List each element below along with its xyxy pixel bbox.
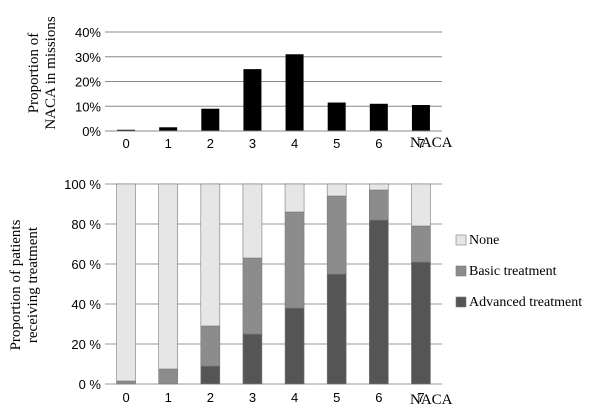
bottom-bar-segment-basic-treatment-naca-6 xyxy=(369,189,389,221)
bottom-stacked-bars xyxy=(116,183,431,385)
treatment-chart: 0 % 20 % 40 % 60 % 80 % 100 % 0 1 2 3 4 5 6 7 NACA P… xyxy=(8,177,582,408)
top-bar-naca-7 xyxy=(411,105,430,131)
bottom-bar-segment-none-naca-5 xyxy=(326,183,347,197)
bottom-gridlines xyxy=(105,183,442,385)
legend-swatch xyxy=(455,296,467,308)
naca-missions-chart: 0% 10% 20% 30% 40% 0 1 2 3 4 5 6 7 NACA Proportion … xyxy=(26,16,453,151)
bottom-x-tick-label: 5 xyxy=(333,390,340,405)
top-x-tick-label: 3 xyxy=(249,136,256,151)
top-y-tick-label: 0% xyxy=(82,124,101,139)
top-bars xyxy=(117,54,430,131)
bottom-bar-segment-advanced-treatment-naca-3 xyxy=(242,333,263,385)
top-x-tick-label: 6 xyxy=(375,136,382,151)
bottom-x-tick-label: 2 xyxy=(207,390,214,405)
top-y-tick-label: 30% xyxy=(75,50,101,65)
bottom-x-tick-label: 3 xyxy=(249,390,256,405)
top-x-tick-label: 2 xyxy=(207,136,214,151)
bottom-y-tick-label: 80 % xyxy=(71,217,101,232)
top-x-tick-label: 5 xyxy=(333,136,340,151)
top-bar-naca-6 xyxy=(369,103,388,131)
bottom-y-tick-label: 40 % xyxy=(71,297,101,312)
top-x-axis-label: NACA xyxy=(410,135,453,151)
top-bar-naca-3 xyxy=(243,69,262,131)
bottom-y-axis-label-line-1: Proportion of patients xyxy=(8,219,24,350)
top-bar-naca-4 xyxy=(285,54,304,131)
bottom-bar-segment-none-naca-4 xyxy=(284,183,305,213)
bottom-bar-segment-advanced-treatment-naca-6 xyxy=(369,219,389,385)
bottom-bar-segment-none-naca-7 xyxy=(411,183,431,227)
bottom-bar-segment-none-naca-6 xyxy=(369,183,389,191)
bottom-y-tick-label: 20 % xyxy=(71,337,101,352)
bottom-bar-segment-advanced-treatment-naca-4 xyxy=(284,307,305,385)
top-x-tick-label: 7 xyxy=(417,136,424,151)
top-bar-naca-1 xyxy=(159,127,178,131)
bottom-x-tick-label: 7 xyxy=(417,390,424,405)
bottom-y-tick-label: 0 % xyxy=(79,377,102,392)
bottom-x-tick-label: 1 xyxy=(165,390,172,405)
top-x-tick-labels: 0 1 2 3 4 5 6 7 xyxy=(122,136,424,151)
top-bar-naca-2 xyxy=(201,108,220,131)
bottom-x-tick-label: 4 xyxy=(291,390,298,405)
bottom-y-tick-label: 60 % xyxy=(71,257,101,272)
legend: None Basic treatment Advanced treatment xyxy=(455,233,582,310)
legend-label: Basic treatment xyxy=(469,264,557,279)
bottom-bar-segment-advanced-treatment-naca-2 xyxy=(200,365,221,385)
top-y-tick-label: 20% xyxy=(75,75,101,90)
top-y-axis-label-line-1: Proportion of xyxy=(26,33,42,113)
bottom-bar-segment-basic-treatment-naca-2 xyxy=(200,325,221,367)
bottom-x-tick-label: 6 xyxy=(375,390,382,405)
bottom-x-axis-label: NACA xyxy=(410,392,453,408)
bottom-bar-segment-none-naca-1 xyxy=(158,183,178,370)
bottom-bar-segment-basic-treatment-naca-7 xyxy=(411,225,431,263)
bottom-bar-segment-advanced-treatment-naca-7 xyxy=(411,261,431,385)
bottom-bar-segment-basic-treatment-naca-4 xyxy=(284,211,305,309)
top-bar-naca-0 xyxy=(117,129,136,131)
legend-label: Advanced treatment xyxy=(469,295,582,310)
bottom-y-tick-labels: 0 % 20 % 40 % 60 % 80 % 100 % xyxy=(64,177,101,392)
bottom-bar-segment-none-naca-3 xyxy=(242,183,263,259)
bottom-bar-segment-none-naca-2 xyxy=(200,183,221,327)
bottom-x-tick-labels: 0 1 2 3 4 5 6 7 xyxy=(122,390,424,405)
top-x-tick-label: 1 xyxy=(165,136,172,151)
top-bar-naca-5 xyxy=(327,102,346,131)
bottom-y-tick-label: 100 % xyxy=(64,177,101,192)
bottom-y-axis-label-line-2: receiving treatment xyxy=(25,226,41,343)
top-y-tick-labels: 0% 10% 20% 30% 40% xyxy=(75,25,101,139)
top-gridlines xyxy=(105,31,442,107)
bottom-bar-segment-basic-treatment-naca-0 xyxy=(116,380,136,385)
top-x-tick-label: 4 xyxy=(291,136,298,151)
bottom-bar-segment-basic-treatment-naca-5 xyxy=(326,195,347,275)
legend-label: None xyxy=(469,233,499,248)
bottom-bar-segment-advanced-treatment-naca-5 xyxy=(326,273,347,385)
bottom-x-tick-label: 0 xyxy=(122,390,129,405)
bottom-bar-segment-basic-treatment-naca-3 xyxy=(242,257,263,335)
bottom-bar-segment-basic-treatment-naca-1 xyxy=(158,368,178,385)
bottom-bar-segment-none-naca-0 xyxy=(116,183,136,382)
top-y-axis-label-line-2: NACA in missions xyxy=(43,16,59,130)
top-y-tick-label: 40% xyxy=(75,25,101,40)
top-x-tick-label: 0 xyxy=(122,136,129,151)
legend-swatch xyxy=(455,265,467,277)
legend-swatch xyxy=(455,234,467,246)
top-y-tick-label: 10% xyxy=(75,99,101,114)
